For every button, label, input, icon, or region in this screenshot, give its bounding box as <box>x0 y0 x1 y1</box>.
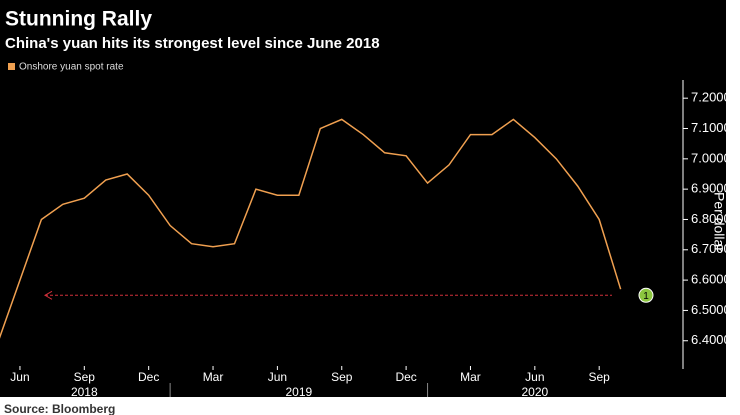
chart-subtitle: China's yuan hits its strongest level si… <box>5 35 380 52</box>
y-tick-label: 6.8000 <box>691 211 731 226</box>
y-tick-label: 7.0000 <box>691 150 731 165</box>
legend-swatch <box>8 63 15 70</box>
y-tick-label: 7.1000 <box>691 120 731 135</box>
y-tick-label: 6.7000 <box>691 241 731 256</box>
x-tick-label: Sep <box>331 370 353 384</box>
chart-title: Stunning Rally <box>5 8 152 31</box>
y-tick-label: 6.4000 <box>691 332 731 347</box>
series-line <box>0 118 622 339</box>
y-tick-label: 6.6000 <box>691 272 731 287</box>
x-tick-label: Jun <box>268 370 287 384</box>
source: Source: Bloomberg <box>4 402 115 415</box>
x-tick-label: Dec <box>395 370 416 384</box>
legend-label: Onshore yuan spot rate <box>19 62 124 73</box>
x-tick-label: Mar <box>203 370 224 384</box>
x-year-label: 2020 <box>521 385 548 399</box>
y-tick-label: 6.9000 <box>691 181 731 196</box>
x-tick-label: Sep <box>589 370 611 384</box>
y-tick-label: 6.5000 <box>691 302 731 317</box>
x-tick-label: Jun <box>10 370 29 384</box>
y-tick-label: 7.2000 <box>691 90 731 105</box>
y-axis-label: Per dollar <box>711 192 727 252</box>
x-tick-label: Jun <box>525 370 544 384</box>
annotation-arrow <box>43 290 53 300</box>
x-year-label: 2018 <box>71 385 98 399</box>
annotation-label: 1 <box>643 291 649 302</box>
x-year-label: 2019 <box>285 385 312 399</box>
chart-background <box>0 0 726 397</box>
x-tick-label: Sep <box>74 370 96 384</box>
x-tick-label: Dec <box>138 370 159 384</box>
annotation-marker <box>638 287 654 303</box>
x-tick-label: Mar <box>460 370 481 384</box>
